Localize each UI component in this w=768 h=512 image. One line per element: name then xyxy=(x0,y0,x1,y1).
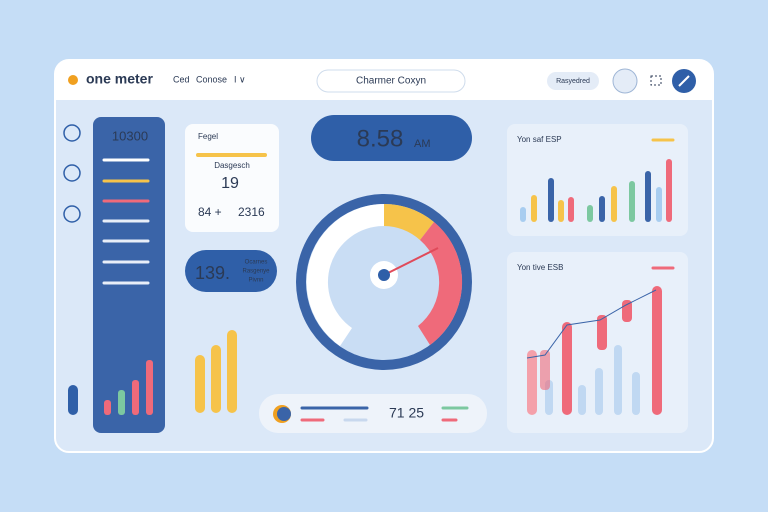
pill-line: Pivnn xyxy=(248,278,263,284)
pill-line: Rasgenye xyxy=(242,269,270,275)
clock xyxy=(311,115,472,161)
edit-icon xyxy=(678,75,690,87)
pill-value: 139. xyxy=(195,263,230,283)
user-icon[interactable] xyxy=(612,68,638,94)
sidebar-value: 10300 xyxy=(112,128,148,143)
card-label: Dasgesch xyxy=(214,161,250,170)
search-text: Charmer Coxyn xyxy=(356,76,426,87)
chart-bars xyxy=(526,286,662,415)
footer-icon xyxy=(277,407,291,421)
search[interactable] xyxy=(316,69,466,93)
gauge xyxy=(296,194,472,370)
sidebar-panel xyxy=(93,117,165,433)
chart-title: Yon saf ESP xyxy=(517,135,562,144)
card-value: 19 xyxy=(221,175,239,192)
clock-time: 8.58 xyxy=(357,125,404,152)
chart-bars xyxy=(520,159,672,222)
nav-item[interactable]: I ∨ xyxy=(234,74,246,84)
button[interactable] xyxy=(547,72,599,90)
yellow-bars xyxy=(195,330,237,413)
logo xyxy=(68,75,78,85)
footer-bar xyxy=(259,394,487,433)
card-left: 84 + xyxy=(198,205,222,219)
card-title: Fegel xyxy=(198,132,218,141)
card-right: 2316 xyxy=(238,205,265,219)
clock-suffix: AM xyxy=(414,138,431,150)
nav-item[interactable]: Conose xyxy=(196,74,227,84)
sidebar-bars xyxy=(104,360,153,415)
pill-line: Ocarnes xyxy=(245,260,268,266)
nav-item[interactable]: Ced xyxy=(173,74,190,84)
button-text: Rasyedred xyxy=(556,78,590,85)
side-icons[interactable] xyxy=(63,124,81,223)
chart-title: Yon tive ESB xyxy=(517,263,563,272)
side-bar xyxy=(68,385,78,415)
brand: one meter xyxy=(86,71,153,87)
footer-value: 71 25 xyxy=(389,405,424,421)
pill xyxy=(185,250,277,292)
grid-icon[interactable] xyxy=(650,75,662,86)
card xyxy=(185,124,279,232)
sidebar-lines xyxy=(102,158,150,285)
